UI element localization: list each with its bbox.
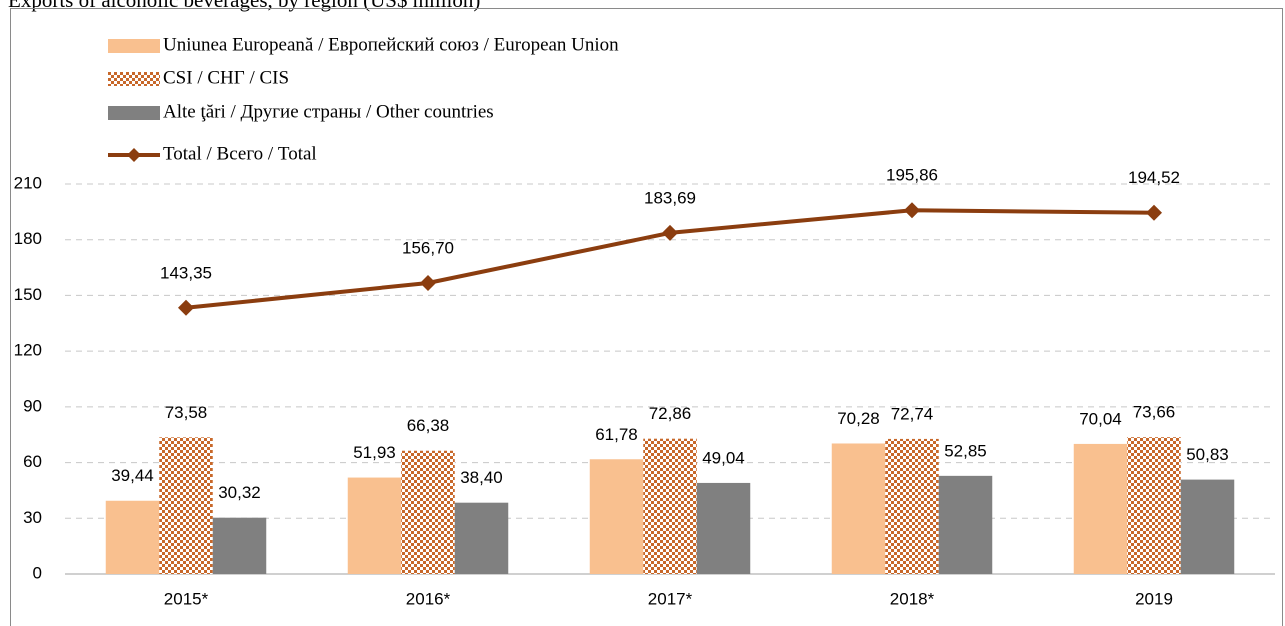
data-label: 61,78 bbox=[595, 425, 638, 444]
data-label: 143,35 bbox=[160, 263, 212, 282]
data-label: 39,44 bbox=[111, 466, 154, 485]
bar bbox=[589, 459, 644, 574]
y-tick-label: 0 bbox=[33, 563, 42, 582]
data-label: 70,28 bbox=[837, 409, 880, 428]
y-tick-label: 30 bbox=[23, 508, 42, 527]
x-tick-label: 2015* bbox=[164, 589, 209, 608]
legend-label: Total / Всего / Total bbox=[163, 143, 317, 164]
legend-swatch bbox=[108, 39, 160, 53]
y-tick-label: 180 bbox=[14, 229, 42, 248]
bar bbox=[347, 477, 402, 574]
marker bbox=[904, 202, 920, 219]
data-label: 72,74 bbox=[891, 404, 934, 423]
chart-frame bbox=[10, 8, 1283, 626]
bar bbox=[643, 438, 697, 574]
marker bbox=[1146, 204, 1162, 221]
y-tick-label: 120 bbox=[14, 341, 42, 360]
bar bbox=[159, 437, 213, 574]
x-tick-label: 2019 bbox=[1135, 589, 1173, 608]
legend-swatch bbox=[108, 72, 160, 86]
y-tick-label: 90 bbox=[23, 396, 42, 415]
chart-title: Exports of alcoholic beverages, by regio… bbox=[8, 0, 480, 12]
data-label: 156,70 bbox=[402, 238, 454, 257]
data-label: 49,04 bbox=[702, 448, 745, 467]
data-label: 50,83 bbox=[1186, 445, 1229, 464]
legend-swatch bbox=[127, 148, 141, 162]
bar bbox=[1127, 437, 1181, 574]
data-label: 194,52 bbox=[1128, 168, 1180, 187]
data-label: 73,58 bbox=[165, 403, 208, 422]
data-label: 183,69 bbox=[644, 188, 696, 207]
data-label: 73,66 bbox=[1133, 403, 1176, 422]
data-label: 72,86 bbox=[649, 404, 692, 423]
data-label: 66,38 bbox=[407, 416, 450, 435]
bar bbox=[1073, 443, 1128, 574]
bar bbox=[831, 443, 886, 574]
bar bbox=[1180, 479, 1235, 574]
bar bbox=[454, 502, 509, 574]
legend-label: Alte ţări / Другие страны / Other countr… bbox=[163, 101, 494, 122]
data-label: 51,93 bbox=[353, 443, 396, 462]
data-label: 38,40 bbox=[460, 468, 503, 487]
marker bbox=[662, 224, 678, 241]
y-tick-label: 150 bbox=[14, 285, 42, 304]
y-tick-label: 60 bbox=[23, 452, 42, 471]
data-label: 70,04 bbox=[1079, 409, 1122, 428]
bar bbox=[401, 450, 455, 574]
legend-swatch bbox=[108, 106, 160, 120]
bar bbox=[696, 482, 751, 574]
bar bbox=[885, 438, 939, 574]
data-label: 195,86 bbox=[886, 166, 938, 185]
data-label: 30,32 bbox=[218, 483, 261, 502]
data-label: 52,85 bbox=[944, 441, 987, 460]
x-tick-label: 2016* bbox=[406, 589, 451, 608]
bar bbox=[938, 475, 993, 574]
x-tick-label: 2017* bbox=[648, 589, 693, 608]
y-tick-label: 210 bbox=[14, 173, 42, 192]
marker bbox=[178, 299, 194, 316]
x-tick-label: 2018* bbox=[890, 589, 935, 608]
legend-label: CSI / СНГ / CIS bbox=[163, 67, 289, 88]
marker bbox=[420, 274, 436, 291]
legend-label: Uniunea Europeană / Европейский союз / E… bbox=[163, 34, 619, 55]
bar bbox=[212, 517, 267, 574]
bar bbox=[105, 500, 160, 574]
